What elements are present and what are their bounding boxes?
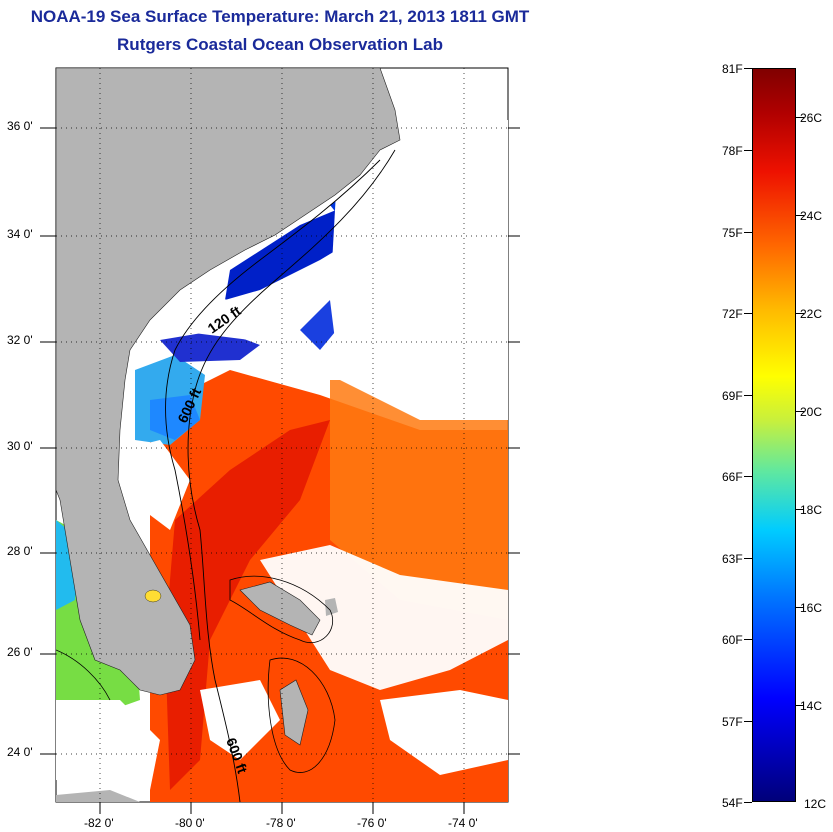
colorbar-f-60: 60F (722, 633, 743, 647)
map-subtitle: Rutgers Coastal Ocean Observation Lab (117, 35, 443, 54)
lat-label-26: 26 0' (7, 645, 33, 659)
lon-label-74: -74 0' (448, 816, 478, 830)
colorbar-f-54: 54F (722, 796, 743, 810)
colorbar-c-24: 24C (800, 209, 823, 223)
colorbar-c-22: 22C (800, 307, 823, 321)
colorbar-c-12: 12C (804, 797, 827, 811)
colorbar-c-26: 26C (800, 111, 823, 125)
lon-label-76: -76 0' (357, 816, 387, 830)
map-title: NOAA-19 Sea Surface Temperature: March 2… (30, 7, 530, 26)
lon-label-78: -78 0' (266, 816, 296, 830)
temperature-colorbar (752, 68, 796, 802)
colorbar-c-20: 20C (800, 405, 823, 419)
colorbar-f-78: 78F (722, 144, 743, 158)
contour-120ft (165, 159, 381, 641)
colorbar-f-69: 69F (722, 389, 743, 403)
axis-ticks (40, 127, 520, 814)
lat-label-30: 30 0' (7, 439, 33, 453)
colorbar-f-72: 72F (722, 307, 743, 321)
colorbar-c-18: 18C (800, 503, 823, 517)
cold-shelf-water (225, 200, 370, 300)
colorbar-f-66: 66F (722, 470, 743, 484)
colorbar-f-63: 63F (722, 552, 743, 566)
lon-label-82: -82 0' (84, 816, 114, 830)
deep-red-stream (165, 420, 330, 790)
cloud-region (330, 120, 508, 420)
contour-600ft (187, 149, 396, 802)
colorbar-f-57: 57F (722, 715, 743, 729)
lat-label-28: 28 0' (7, 544, 33, 558)
graticule (56, 68, 508, 802)
land-bahamas (239, 581, 321, 636)
colorbar-f-75: 75F (722, 226, 743, 240)
lat-label-36: 36 0' (7, 119, 33, 133)
orange-water-region (330, 380, 508, 620)
colorbar-c-16: 16C (800, 601, 823, 615)
colorbar-f-81: 81F (722, 62, 743, 76)
lon-label-80: -80 0' (175, 816, 205, 830)
lat-label-24: 24 0' (7, 745, 33, 759)
colorbar-c-14: 14C (800, 699, 823, 713)
lat-label-32: 32 0' (7, 333, 33, 347)
land-us-coast (56, 68, 401, 696)
lat-label-34: 34 0' (7, 227, 33, 241)
